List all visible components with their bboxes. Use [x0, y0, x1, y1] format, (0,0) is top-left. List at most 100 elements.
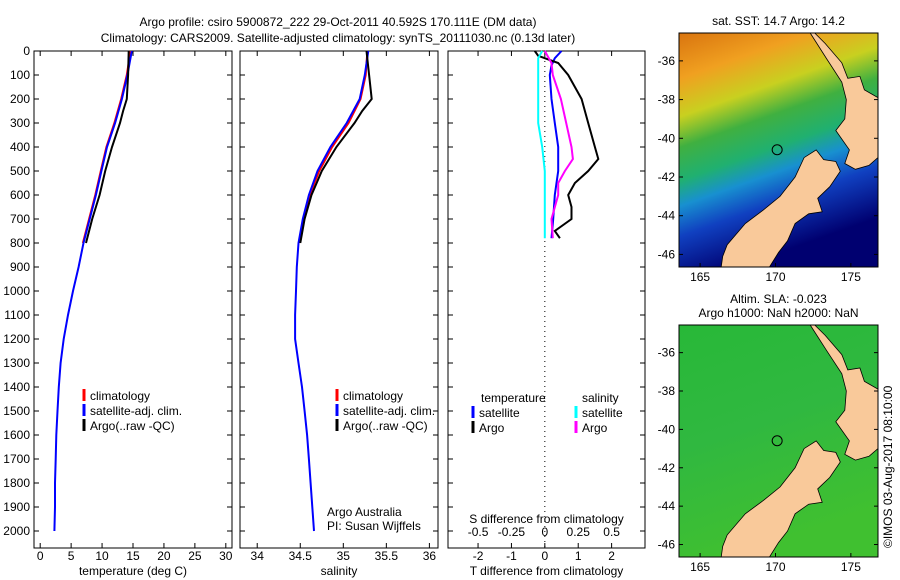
x-tick-label: 1 — [575, 549, 582, 563]
legend-label: satellite — [582, 406, 623, 420]
plot-frame — [447, 50, 646, 549]
panel-salinity: 34 34.5 35 35.5 36 salinity climatologysatelli… — [239, 50, 439, 578]
lat-tick-label: -44 — [658, 209, 676, 223]
lat-tick-label: -40 — [658, 131, 676, 145]
title-line-2: Climatology: CARS2009. Satellite-adjuste… — [101, 31, 575, 45]
legend-header-salinity: salinity — [582, 391, 619, 405]
series-line-temperature-satellite — [548, 50, 563, 239]
series-line-salinity-satellite — [537, 50, 546, 239]
map-sst: 165 170 175 -36 -38 -40 -42 -44 -46 sat. SST: 14.… — [658, 14, 879, 284]
legend-label: Argo — [479, 421, 505, 435]
y-tick-label: 1200 — [3, 332, 30, 346]
y-tick-label: 800 — [10, 236, 30, 250]
float-position-marker — [771, 435, 783, 447]
lon-tick-label: 170 — [765, 560, 785, 574]
y-tick-label: 100 — [10, 68, 30, 82]
y-tick-label: 2000 — [3, 524, 30, 538]
lat-tick-label: -42 — [658, 461, 676, 475]
lon-tick-label: 165 — [690, 270, 710, 284]
y-tick-label: 1400 — [3, 380, 30, 394]
lat-tick-label: -36 — [658, 54, 676, 68]
y-tick-label: 1300 — [3, 356, 30, 370]
legend-header-temperature: temperature — [481, 391, 546, 405]
annotation-line: Argo Australia — [327, 505, 402, 519]
map-frame — [678, 32, 879, 268]
north-island — [809, 324, 879, 461]
series-line-argo-raw-qc- — [85, 50, 130, 244]
x-tick-label: 5 — [68, 549, 75, 563]
map-title: Altim. SLA: -0.023 — [730, 292, 827, 306]
lon-tick-label: 170 — [765, 270, 785, 284]
s-tick-label: -0.5 — [468, 525, 489, 539]
x-axis-label: temperature (deg C) — [79, 564, 187, 578]
north-island — [809, 32, 879, 170]
y-tick-label: 1800 — [3, 476, 30, 490]
series-line-temperature-argo — [533, 50, 600, 239]
series-line-satellite-adj-clim- — [53, 50, 133, 532]
x-tick-label: 30 — [219, 549, 233, 563]
series-line-satellite-adj-clim- — [294, 50, 370, 532]
x-tick-label: -1 — [506, 549, 517, 563]
y-tick-label: 1900 — [3, 500, 30, 514]
lat-tick-label: -38 — [658, 93, 676, 107]
lat-tick-label: -38 — [658, 384, 676, 398]
series-line-salinity-argo — [543, 50, 574, 239]
map-frame — [678, 324, 879, 558]
x-tick-label: 34.5 — [289, 549, 313, 563]
plot-frame — [33, 50, 233, 549]
s-tick-label: -0.25 — [498, 525, 526, 539]
lat-tick-label: -46 — [658, 538, 676, 552]
s-tick-label: 0 — [541, 525, 548, 539]
x-axis-label: salinity — [321, 564, 358, 578]
map-title: Argo h1000: NaN h2000: NaN — [698, 306, 858, 320]
lat-tick-label: -44 — [658, 499, 676, 513]
lat-tick-label: -46 — [658, 247, 676, 261]
legend-label: satellite-adj. clim. — [343, 404, 435, 418]
x-axis-label-top: S difference from climatology — [469, 512, 624, 526]
y-tick-label: 700 — [10, 212, 30, 226]
x-tick-label: 2 — [608, 549, 615, 563]
x-tick-label: 0 — [541, 549, 548, 563]
x-axis-label: T difference from climatology — [470, 564, 624, 578]
map-sla: 165 170 175 -36 -38 -40 -42 -44 -46 Altim. SLA: -… — [658, 292, 879, 574]
y-tick-label: 600 — [10, 188, 30, 202]
legend-label: Argo(..raw -QC) — [343, 419, 428, 433]
x-tick-label: 15 — [126, 549, 140, 563]
x-tick-label: 25 — [188, 549, 202, 563]
y-tick-label: 900 — [10, 260, 30, 274]
legend-label: satellite-adj. clim. — [90, 404, 182, 418]
plot-frame — [239, 50, 439, 549]
x-tick-label: 34 — [251, 549, 265, 563]
title-line-1: Argo profile: csiro 5900872_222 29-Oct-2… — [140, 15, 537, 29]
float-position-marker — [771, 144, 783, 156]
x-tick-label: 10 — [95, 549, 109, 563]
lat-tick-label: -42 — [658, 170, 676, 184]
lat-tick-label: -40 — [658, 422, 676, 436]
x-tick-label: 36 — [423, 549, 437, 563]
x-tick-label: -2 — [473, 549, 484, 563]
lon-tick-label: 165 — [690, 560, 710, 574]
south-island — [720, 149, 841, 268]
south-island — [720, 440, 841, 558]
legend-label: satellite — [479, 406, 520, 420]
y-tick-label: 300 — [10, 116, 30, 130]
y-tick-label: 1700 — [3, 452, 30, 466]
panel-temperature: 0 5 10 15 20 25 300100200300400500600700800900… — [3, 44, 233, 578]
legend-label: climatology — [343, 389, 403, 403]
y-tick-label: 500 — [10, 164, 30, 178]
map-title: sat. SST: 14.7 Argo: 14.2 — [712, 14, 845, 28]
x-tick-label: 35.5 — [375, 549, 399, 563]
y-tick-label: 0 — [23, 44, 30, 58]
lon-tick-label: 175 — [841, 560, 861, 574]
series-line-argo-raw-qc- — [299, 50, 373, 244]
y-tick-label: 1000 — [3, 284, 30, 298]
panel-difference: -2 -1 0 1 2 -0.5 -0.25 0 0.25 0.5S difference fro… — [447, 50, 646, 578]
legend-label: Argo(..raw -QC) — [90, 419, 175, 433]
x-tick-label: 0 — [37, 549, 44, 563]
legend-label: Argo — [582, 421, 608, 435]
x-tick-label: 35 — [337, 549, 351, 563]
lat-tick-label: -36 — [658, 346, 676, 360]
y-tick-label: 1600 — [3, 428, 30, 442]
y-tick-label: 1500 — [3, 404, 30, 418]
